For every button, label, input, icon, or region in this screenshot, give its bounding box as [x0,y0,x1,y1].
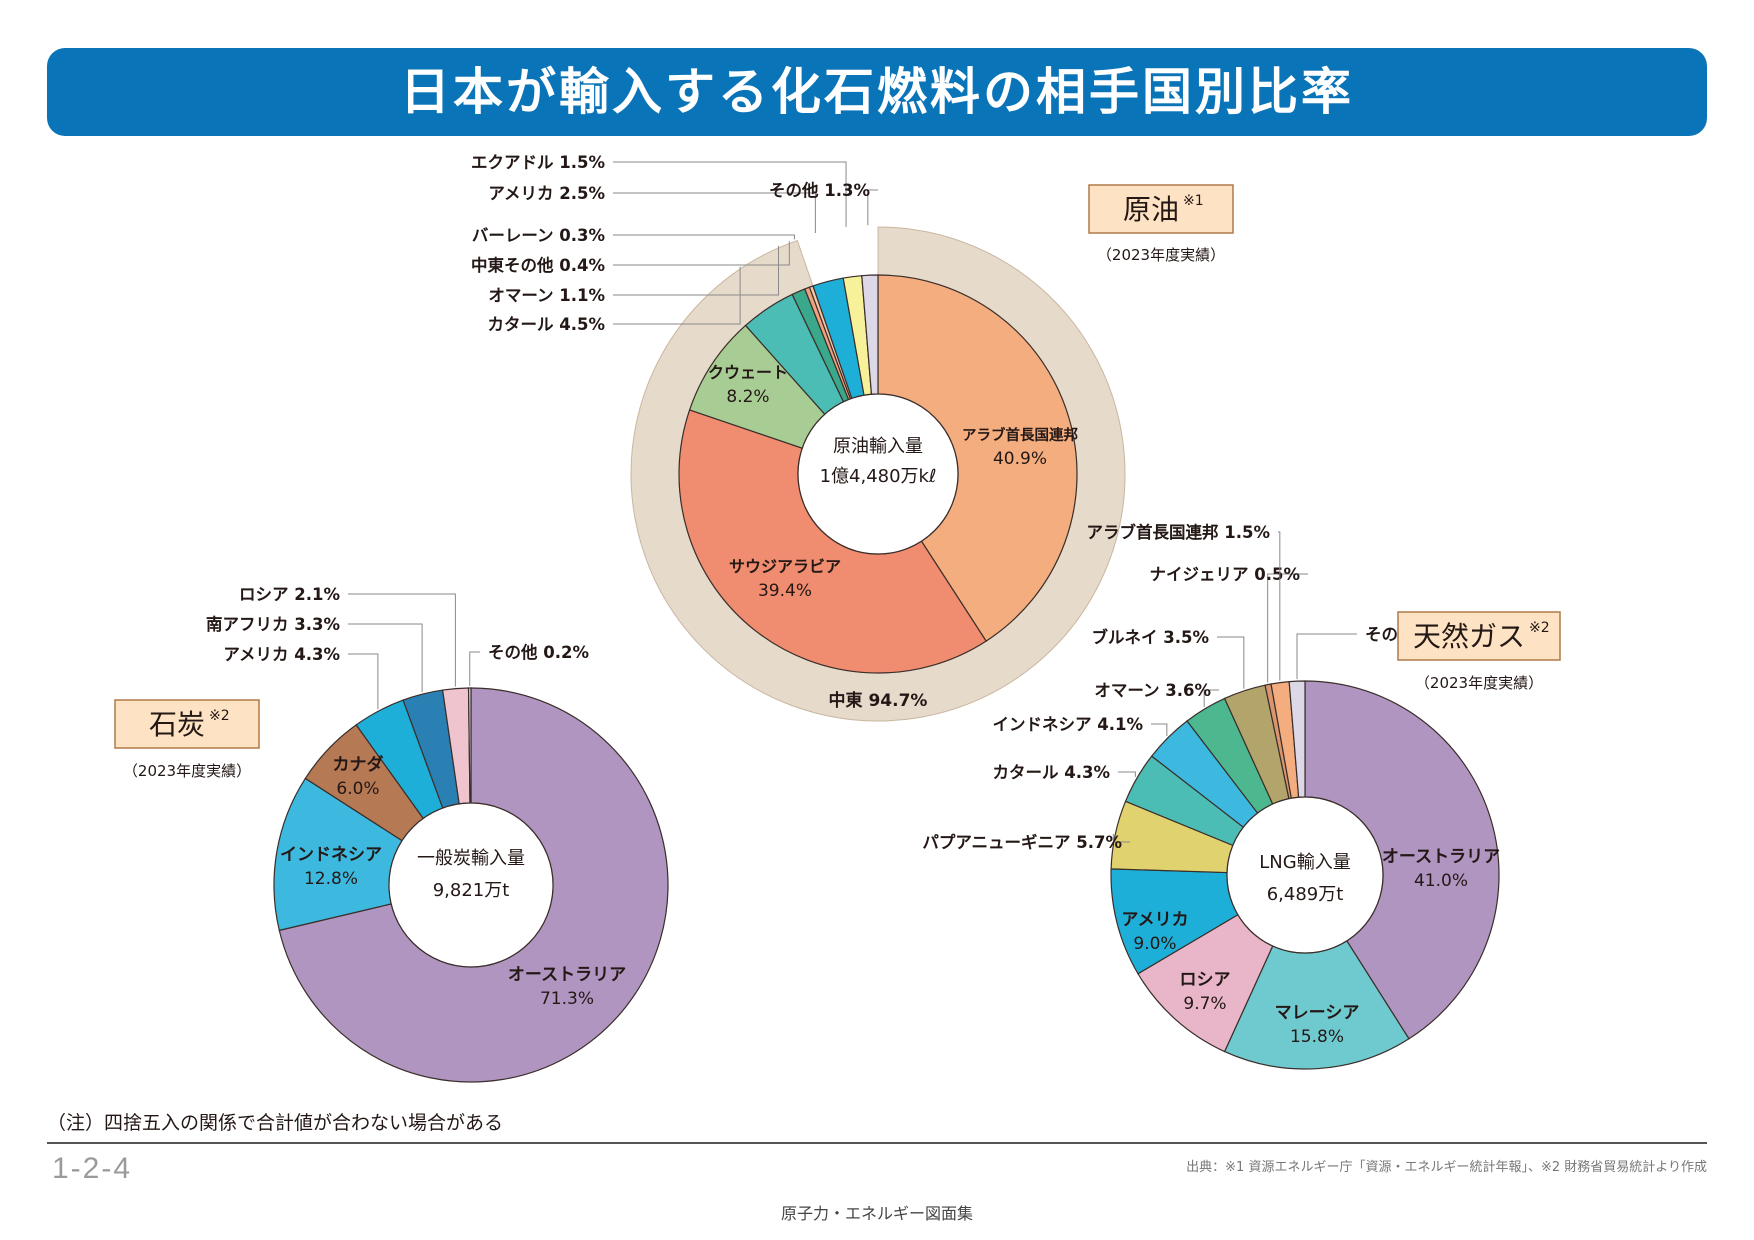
outside-label-4: パプアニューギニア 5.7% [922,832,1122,852]
outside-label-6: その他 0.2% [488,642,589,662]
outside-label-7: オマーン 3.6% [1094,681,1211,700]
leader-line-6 [469,651,480,687]
outside-label-4: オマーン 1.1% [488,286,605,305]
donut-hole [797,393,959,555]
slice-value-1: 12.8% [304,869,358,889]
slice-value-2: 9.7% [1183,994,1226,1014]
slice-label-0: オーストラリア [508,965,626,985]
slice-value-0: 71.3% [540,989,594,1009]
slice-value-0: 41.0% [1414,871,1468,891]
footnote: （注）四捨五入の関係で合計値が合わない場合がある [47,1112,504,1134]
center-label-1: 一般炭輸入量 [417,848,525,869]
leader-line-3 [613,266,741,325]
slice-label-1: インドネシア [280,845,382,865]
leader-line-6 [1151,723,1168,736]
pie-chart-3: LNG輸入量6,489万tオーストラリア41.0%マレーシア15.8%ロシア9.… [922,522,1561,1070]
center-label-2: 6,489万t [1267,884,1344,905]
chart-title-note: ※2 [1529,620,1550,636]
outside-label-7: アメリカ 2.5% [488,184,605,203]
leader-line-10 [1278,531,1281,681]
slice-label-0: オーストラリア [1382,847,1500,867]
outside-label-3: カタール 4.5% [487,315,605,334]
pie-chart-1: 原油輸入量 1億4,480万kℓ アラブ首長国連邦 40.9% サウジアラビア 39.4%… [471,153,1234,722]
chart-title-box [1088,184,1234,234]
outside-label-8: ブルネイ 3.5% [1091,627,1209,647]
slice-label-2: ロシア [1180,970,1231,990]
slice-label-1: マレーシア [1275,1003,1360,1023]
outside-label-3: アメリカ 4.3% [223,645,340,664]
leader-line-7 [613,192,816,234]
center-label-1: 原油輸入量 [833,436,923,457]
chart-title: 原油 [1123,193,1179,226]
chart-title: 石炭 [149,708,205,741]
donut-hole [388,802,554,968]
leader-line-8 [613,161,847,228]
outside-label-9: ナイジェリア 0.5% [1149,565,1300,584]
leader-line-11 [1296,633,1357,680]
slice-value-1: 15.8% [1290,1027,1344,1047]
leader-line-3 [348,653,379,710]
outside-label-6: バーレーン 0.3% [472,226,606,245]
slice-label-2: カナダ [333,754,384,775]
outside-label-5: 中東その他 0.4% [471,255,605,275]
leader-line-7 [1203,689,1219,707]
outside-label-8: エクアドル 1.5% [471,153,605,172]
donut-hole [1226,796,1384,954]
middle-east-label: 中東 94.7% [829,690,928,711]
leader-line-5 [1118,771,1136,777]
slice-value-3: 9.0% [1133,934,1176,954]
document-footer: 原子力・エネルギー図面集 [780,1204,973,1223]
slice-label-2: クウェート [708,363,788,382]
chart-period: （2023年度実績） [123,762,251,780]
leader-line-5 [348,593,456,687]
leader-line-9 [867,189,878,226]
source-citation: 出典：※1 資源エネルギー庁「資源・エネルギー統計年報」、※2 財務省貿易統計よ… [1186,1160,1707,1175]
page-title: 日本が輸入する化石燃料の相手国別比率 [47,48,1707,136]
chart-title-note: ※1 [1183,193,1204,209]
chart-title: 天然ガス [1413,620,1525,653]
outside-label-6: インドネシア 4.1% [992,715,1143,734]
slice-label-1: サウジアラビア [729,557,841,576]
chart-title-box [1397,611,1561,661]
outside-label-5: ロシア 2.1% [239,585,340,604]
outside-label-9: その他 1.3% [769,180,870,200]
chart-title-box [114,699,260,749]
slice-label-0: アラブ首長国連邦 [962,426,1078,444]
slice-label-3: アメリカ [1121,910,1188,930]
leader-line-9 [1267,573,1308,683]
leader-line-5 [613,241,790,266]
slice-value-2: 6.0% [336,779,379,799]
leader-line-4 [613,245,779,296]
center-label-1: LNG輸入量 [1259,852,1350,873]
chart-period: （2023年度実績） [1415,674,1543,692]
chart-period: （2023年度実績） [1097,246,1225,264]
outside-label-5: カタール 4.3% [992,763,1110,782]
divider [47,1142,1707,1144]
slice-value-2: 8.2% [726,387,769,407]
slice-value-0: 40.9% [993,449,1047,469]
center-label-2: 9,821万t [433,880,510,901]
page-number: 1-2-4 [52,1152,133,1185]
leader-line-8 [1217,636,1245,689]
leader-line-6 [613,234,795,240]
outside-label-4: 南アフリカ 3.3% [206,614,340,634]
outside-label-10: アラブ首長国連邦 1.5% [1086,522,1270,542]
center-label-2: 1億4,480万kℓ [820,466,937,487]
chart-title-note: ※2 [209,708,230,724]
leader-line-4 [348,623,423,693]
pie-chart-2: 一般炭輸入量 9,821万t オーストラリア 71.3% インドネシア 12.8% カナダ 6… [114,585,669,1083]
slice-value-1: 39.4% [758,581,812,601]
leader-line-4 [1112,834,1130,843]
